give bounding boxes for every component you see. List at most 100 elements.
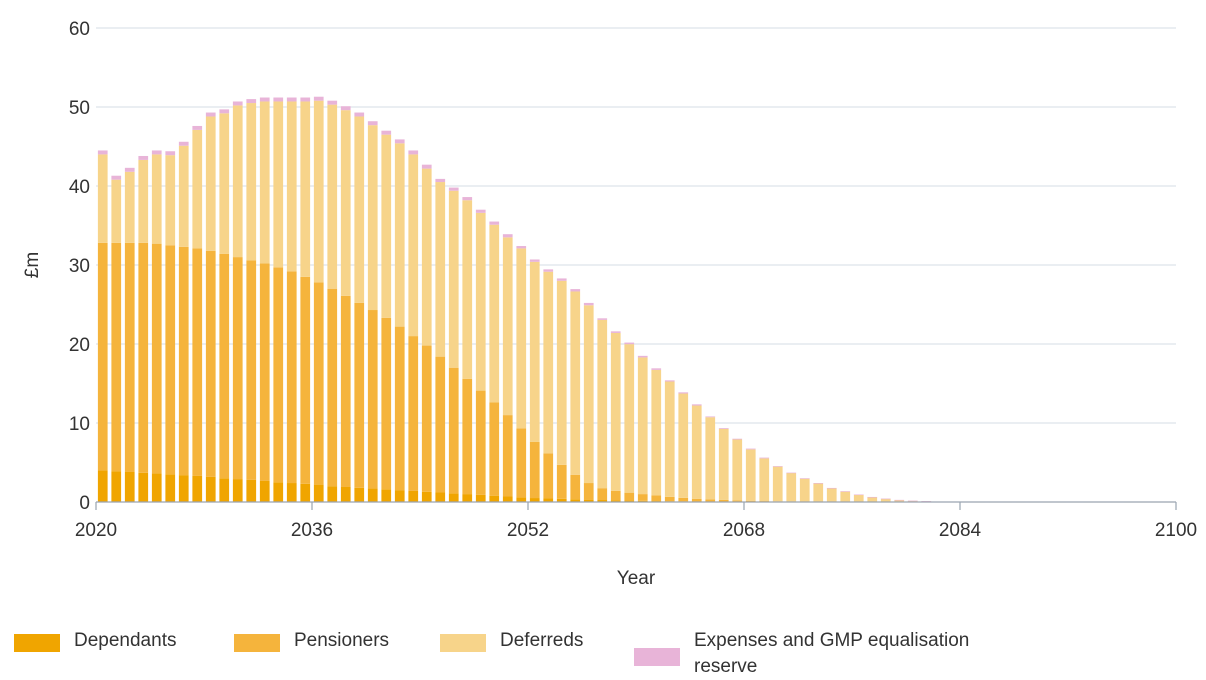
bar-deferreds-2027 xyxy=(192,129,203,249)
bar-pensioners-2068 xyxy=(745,500,756,502)
bar-expenses-2046 xyxy=(448,187,459,191)
bar-deferreds-2030 xyxy=(232,105,243,258)
bar-deferreds-2045 xyxy=(435,182,446,357)
bar-expenses-2074 xyxy=(826,487,837,489)
legend-swatch-pensioners xyxy=(234,634,280,652)
bar-dependants-2051 xyxy=(516,497,527,502)
bar-deferreds-2058 xyxy=(610,332,621,491)
bar-deferreds-2061 xyxy=(651,369,662,496)
x-tick-label: 2036 xyxy=(291,520,333,541)
bar-deferreds-2020 xyxy=(97,154,108,243)
bar-pensioners-2023 xyxy=(138,242,149,473)
bar-deferreds-2044 xyxy=(421,168,432,346)
legend-label-expenses-line1: Expenses and GMP equalisation xyxy=(694,630,970,651)
bar-deferreds-2028 xyxy=(205,116,216,251)
bar-pensioners-2028 xyxy=(205,250,216,477)
bar-pensioners-2033 xyxy=(273,267,284,483)
bar-deferreds-2064 xyxy=(691,405,702,499)
bar-expenses-2076 xyxy=(853,494,864,496)
bar-dependants-2037 xyxy=(327,486,338,502)
y-axis-title: £m xyxy=(22,252,43,278)
bar-expenses-2080 xyxy=(907,500,918,502)
bar-expenses-2036 xyxy=(313,96,324,101)
bar-dependants-2020 xyxy=(97,470,108,502)
legend-label-pensioners: Pensioners xyxy=(294,630,390,651)
bar-expenses-2055 xyxy=(570,289,581,292)
bar-dependants-2049 xyxy=(489,495,500,502)
bar-pensioners-2035 xyxy=(300,276,311,484)
bar-deferreds-2066 xyxy=(718,428,729,500)
bar-expenses-2073 xyxy=(813,483,824,484)
bar-deferreds-2057 xyxy=(597,319,608,489)
bar-dependants-2044 xyxy=(421,491,432,502)
bar-expenses-2022 xyxy=(124,167,135,172)
bar-deferreds-2022 xyxy=(124,171,135,243)
bar-pensioners-2052 xyxy=(529,441,540,499)
bar-expenses-2047 xyxy=(462,197,473,201)
bar-dependants-2054 xyxy=(556,498,567,502)
bar-expenses-2072 xyxy=(799,478,810,479)
bar-expenses-2040 xyxy=(367,121,378,126)
bar-dependants-2040 xyxy=(367,488,378,502)
bar-expenses-2051 xyxy=(516,246,527,249)
bar-expenses-2064 xyxy=(691,404,702,406)
bar-pensioners-2065 xyxy=(705,499,716,502)
legend: Dependants Pensioners Deferreds Expenses… xyxy=(14,628,1194,678)
bar-expenses-2078 xyxy=(880,498,891,500)
chart-canvas: 0 10 20 30 40 50 60 2020 2036 2052 2068 2084 2100 £m… xyxy=(22,19,1197,589)
bar-expenses-2058 xyxy=(610,331,621,333)
bar-pensioners-2059 xyxy=(624,492,635,501)
bar-deferreds-2069 xyxy=(759,458,770,502)
bar-dependants-2059 xyxy=(624,500,635,502)
bar-deferreds-2042 xyxy=(394,143,405,327)
bar-deferreds-2052 xyxy=(529,261,540,442)
bar-expenses-2048 xyxy=(475,209,486,213)
bar-pensioners-2036 xyxy=(313,282,324,485)
y-tick-label: 20 xyxy=(69,335,90,356)
bar-dependants-2056 xyxy=(583,499,594,502)
legend-item-dependants: Dependants xyxy=(14,628,176,654)
bar-expenses-2060 xyxy=(637,355,648,358)
bar-dependants-2033 xyxy=(273,482,284,502)
bar-dependants-2030 xyxy=(232,479,243,502)
bar-pensioners-2063 xyxy=(678,497,689,502)
bar-deferreds-2062 xyxy=(664,381,675,497)
bar-dependants-2052 xyxy=(529,498,540,502)
bar-deferreds-2025 xyxy=(165,155,176,246)
legend-swatch-dependants xyxy=(14,634,60,652)
bar-pensioners-2056 xyxy=(583,483,594,500)
bar-deferreds-2079 xyxy=(894,500,905,502)
bar-deferreds-2067 xyxy=(732,439,743,501)
bar-deferreds-2029 xyxy=(219,113,230,254)
bar-deferreds-2033 xyxy=(273,101,284,268)
bar-dependants-2031 xyxy=(246,479,257,502)
bar-deferreds-2074 xyxy=(826,488,837,502)
legend-item-deferreds: Deferreds xyxy=(440,628,583,654)
y-tick-label: 50 xyxy=(69,98,90,119)
bar-pensioners-2050 xyxy=(502,415,513,497)
bar-dependants-2053 xyxy=(543,498,554,502)
bar-expenses-2062 xyxy=(664,380,675,382)
bar-pensioners-2030 xyxy=(232,257,243,480)
x-tick-label: 2020 xyxy=(75,520,117,541)
bar-deferreds-2049 xyxy=(489,224,500,403)
bar-expenses-2057 xyxy=(597,318,608,320)
bar-expenses-2050 xyxy=(502,234,513,238)
bar-expenses-2069 xyxy=(759,457,770,459)
bar-dependants-2023 xyxy=(138,472,149,502)
bar-expenses-2067 xyxy=(732,438,743,440)
bar-expenses-2031 xyxy=(246,99,257,104)
bar-pensioners-2060 xyxy=(637,494,648,501)
bar-pensioners-2024 xyxy=(151,243,162,474)
gridlines xyxy=(96,27,1176,424)
bar-expenses-2029 xyxy=(219,109,230,114)
bar-deferreds-2047 xyxy=(462,200,473,379)
bar-expenses-2081 xyxy=(921,501,932,502)
x-tick-label: 2100 xyxy=(1155,520,1197,541)
bar-expenses-2025 xyxy=(165,151,176,156)
bar-deferreds-2023 xyxy=(138,159,149,243)
bar-dependants-2029 xyxy=(219,478,230,502)
bar-pensioners-2021 xyxy=(111,242,122,472)
bar-expenses-2063 xyxy=(678,392,689,394)
bar-dependants-2027 xyxy=(192,475,203,502)
